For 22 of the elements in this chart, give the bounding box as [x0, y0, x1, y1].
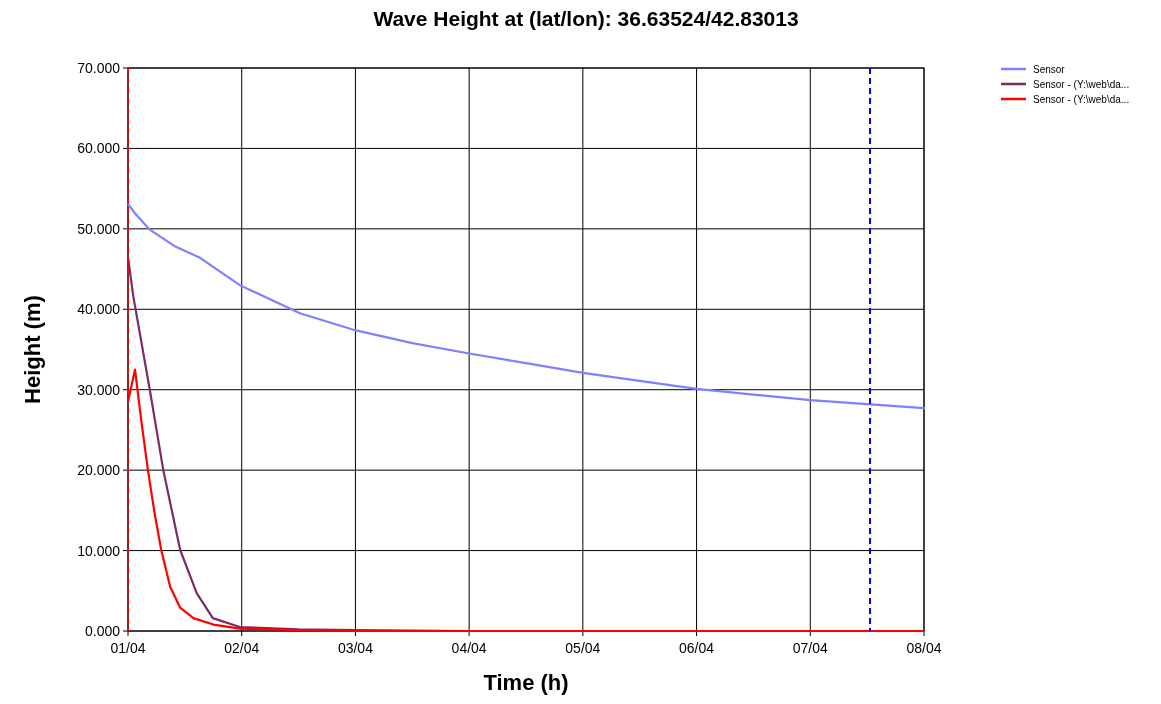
- legend-label: Sensor - (Y:\web\da...: [1033, 79, 1130, 90]
- x-tick-label: 01/04: [110, 640, 146, 656]
- y-tick-label: 20.000: [77, 462, 121, 479]
- y-tick-label: 70.000: [77, 60, 121, 76]
- y-tick-label: 10.000: [77, 542, 121, 559]
- y-tick-label: 40.000: [77, 301, 121, 318]
- x-tick-label: 05/04: [565, 640, 601, 656]
- y-tick-label: 30.000: [77, 381, 121, 398]
- x-tick-label: 03/04: [337, 640, 374, 656]
- x-tick-label: 07/04: [792, 640, 829, 656]
- legend-label: Sensor - (Y:\web\da...: [1033, 94, 1130, 105]
- y-tick-label: 60.000: [77, 140, 121, 157]
- x-tick-label: 02/04: [224, 640, 260, 656]
- legend-label: Sensor: [1033, 64, 1066, 75]
- y-tick-label: 50.000: [77, 220, 121, 237]
- x-tick-label: 08/04: [906, 640, 942, 656]
- x-tick-label: 04/04: [451, 640, 487, 656]
- chart-title: Wave Height at (lat/lon): 36.63524/42.83013: [373, 7, 799, 30]
- y-tick-label: 0.000: [84, 623, 121, 639]
- x-tick-label: 06/04: [679, 640, 715, 656]
- x-axis-title: Time (h): [483, 670, 569, 695]
- y-axis-title: Height (m): [20, 295, 45, 404]
